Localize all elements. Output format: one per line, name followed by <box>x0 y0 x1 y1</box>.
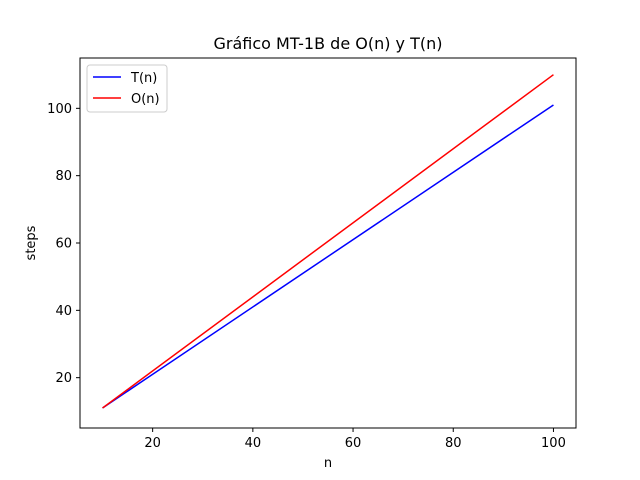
y-axis-ticks: 20 40 60 80 100 <box>47 102 80 386</box>
y-tick-label: 40 <box>55 304 72 319</box>
y-axis-label: steps <box>24 225 39 260</box>
y-tick-label: 80 <box>55 169 72 184</box>
series-lines <box>102 74 554 409</box>
x-tick-label: 20 <box>144 436 161 451</box>
series-line-1 <box>102 74 554 409</box>
x-tick-label: 100 <box>541 436 566 451</box>
x-axis-label: n <box>324 456 332 471</box>
legend-label-0: T(n) <box>130 71 157 86</box>
x-tick-label: 60 <box>345 436 362 451</box>
legend: T(n) O(n) <box>86 64 168 113</box>
chart-title: Gráfico MT-1B de O(n) y T(n) <box>214 34 443 53</box>
x-tick-label: 40 <box>245 436 262 451</box>
x-tick-label: 80 <box>445 436 462 451</box>
y-tick-label: 20 <box>55 371 72 386</box>
series-line-0 <box>102 104 554 409</box>
x-axis-ticks: 20 40 60 80 100 <box>144 428 566 451</box>
y-tick-label: 60 <box>55 237 72 252</box>
legend-label-1: O(n) <box>131 92 160 107</box>
y-tick-label: 100 <box>47 102 72 117</box>
